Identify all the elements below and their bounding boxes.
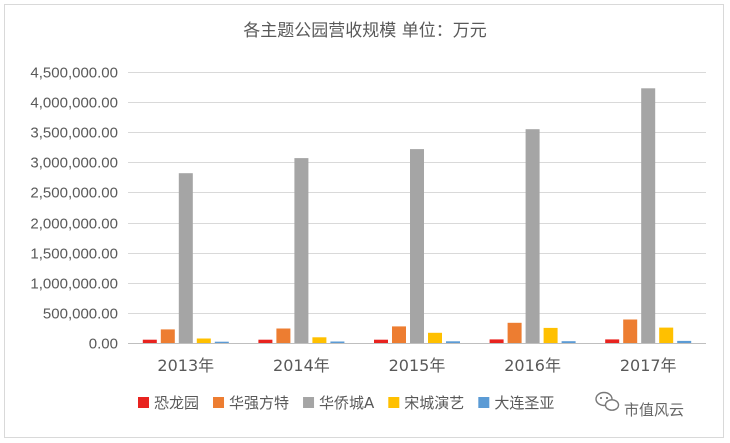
legend-label: 恐龙园 bbox=[154, 394, 199, 412]
legend-swatch bbox=[303, 397, 315, 408]
chart-frame bbox=[4, 4, 724, 438]
bar bbox=[178, 173, 193, 343]
legend-swatch bbox=[388, 397, 400, 408]
legend-entry: 华侨城A bbox=[303, 394, 375, 412]
bar bbox=[258, 339, 273, 343]
y-tick-label: 4,500,000.00 bbox=[30, 65, 118, 82]
legend-entry: 大连圣亚 bbox=[478, 394, 554, 412]
bars bbox=[142, 88, 692, 343]
wechat-icon bbox=[595, 391, 620, 411]
bar bbox=[214, 341, 229, 343]
legend-entry: 恐龙园 bbox=[138, 394, 199, 412]
bar bbox=[160, 329, 175, 343]
y-tick-label: 500,000.00 bbox=[43, 306, 118, 323]
bar bbox=[294, 158, 309, 343]
bar bbox=[561, 341, 576, 343]
bar bbox=[489, 339, 504, 343]
y-tick-label: 4,000,000.00 bbox=[30, 95, 118, 112]
bar bbox=[446, 341, 460, 343]
legend-label: 宋城演艺 bbox=[404, 394, 464, 412]
bar bbox=[623, 319, 638, 343]
legend-entry: 华强方特 bbox=[213, 394, 289, 412]
bar bbox=[543, 327, 558, 343]
bar bbox=[659, 327, 674, 343]
bar bbox=[507, 322, 522, 343]
bar bbox=[392, 326, 406, 343]
gridlines bbox=[128, 72, 706, 344]
legend-label: 华强方特 bbox=[229, 394, 289, 412]
bar bbox=[312, 337, 327, 343]
y-axis: 0.00 500,000.00 1,000,000.00 1,500,000.00 2,… bbox=[30, 65, 118, 353]
y-tick-label: 2,500,000.00 bbox=[30, 185, 118, 202]
y-tick-label: 1,500,000.00 bbox=[30, 246, 118, 263]
y-tick-label: 0.00 bbox=[89, 336, 118, 353]
watermark-text: 市值风云 bbox=[624, 401, 684, 419]
x-axis: 2013年 2014年 2015年 2016年 2017年 bbox=[157, 356, 676, 375]
watermark: 市值风云 bbox=[595, 391, 684, 419]
chart-title: 各主题公园营收规模 单位：万元 bbox=[243, 21, 486, 41]
legend-swatch bbox=[213, 397, 225, 408]
y-tick-label: 1,000,000.00 bbox=[30, 276, 118, 293]
bar bbox=[276, 328, 291, 343]
y-tick-label: 3,500,000.00 bbox=[30, 125, 118, 142]
bar bbox=[196, 338, 211, 343]
bar bbox=[410, 149, 424, 343]
x-tick-label: 2015年 bbox=[389, 356, 446, 375]
legend-swatch bbox=[138, 397, 149, 408]
legend: 恐龙园 华强方特 华侨城A 宋城演艺 大连圣亚 bbox=[138, 394, 554, 412]
bar bbox=[330, 341, 345, 343]
legend-label: 华侨城A bbox=[319, 394, 375, 412]
x-tick-label: 2016年 bbox=[504, 356, 561, 375]
x-tick-label: 2014年 bbox=[273, 356, 330, 375]
bar bbox=[374, 339, 388, 343]
bar bbox=[677, 340, 692, 343]
legend-entry: 宋城演艺 bbox=[388, 394, 464, 412]
bar bbox=[525, 129, 540, 343]
bar bbox=[641, 88, 656, 343]
bar bbox=[142, 339, 157, 343]
legend-swatch bbox=[478, 397, 490, 408]
legend-label: 大连圣亚 bbox=[494, 394, 554, 412]
x-tick-label: 2013年 bbox=[157, 356, 214, 375]
x-tick-label: 2017年 bbox=[620, 356, 677, 375]
bar bbox=[428, 332, 442, 343]
bar bbox=[605, 339, 620, 343]
y-tick-label: 2,000,000.00 bbox=[30, 216, 118, 233]
y-tick-label: 3,000,000.00 bbox=[30, 155, 118, 172]
